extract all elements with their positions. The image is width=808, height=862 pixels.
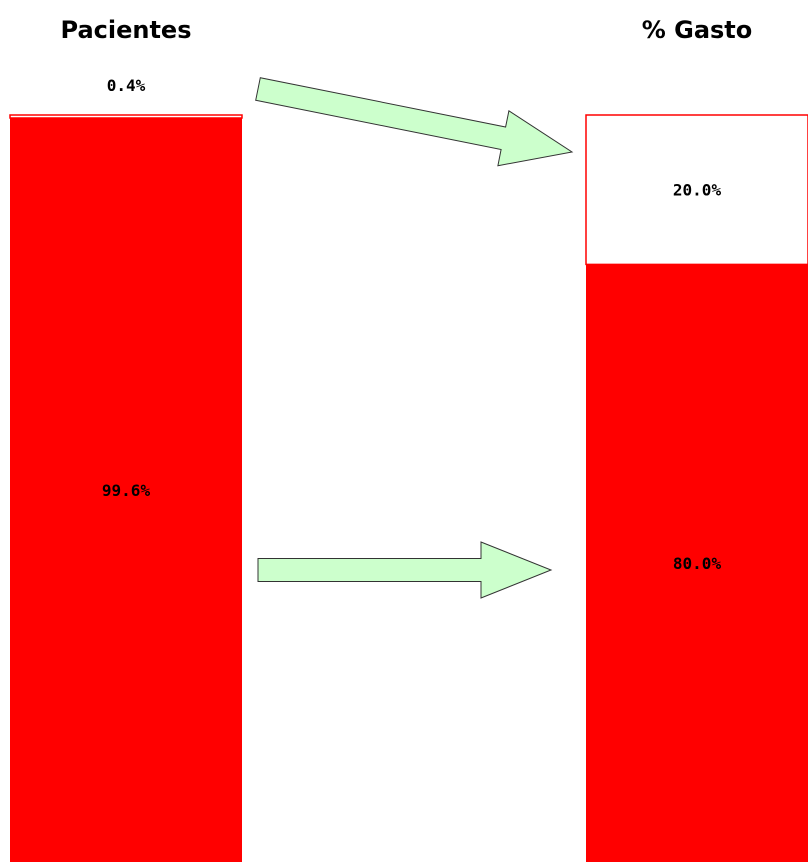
bar-segment-0-0 <box>10 117 242 862</box>
bar-segment-1-0 <box>586 264 808 862</box>
arrows-layer <box>255 77 574 599</box>
category-title-1: % Gasto <box>642 16 753 44</box>
data-label-0-1: 0.4% <box>107 76 146 95</box>
data-label-1-1: 20.0% <box>673 181 722 200</box>
bar-segment-1-1 <box>585 114 808 266</box>
data-label-1-0: 80.0% <box>673 554 722 573</box>
category-title-0: Pacientes <box>61 16 192 44</box>
bars-layer <box>9 114 808 862</box>
labels-layer: 99.6% 0.4% 80.0% 20.0% <box>102 76 722 573</box>
data-label-0-0: 99.6% <box>102 481 151 500</box>
bar-segment-0-1 <box>9 114 243 119</box>
category-titles: Pacientes % Gasto <box>61 16 753 44</box>
flow-arrow-1 <box>257 541 553 599</box>
flow-arrow-0 <box>255 77 574 167</box>
